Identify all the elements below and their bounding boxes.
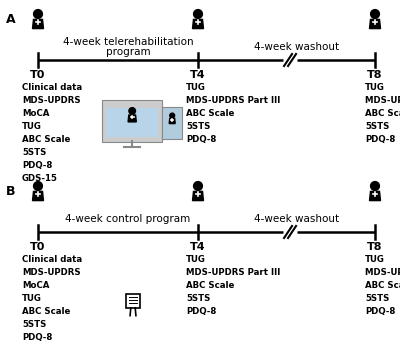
Text: TUG: TUG	[365, 255, 385, 264]
Text: TUG: TUG	[186, 255, 206, 264]
Text: ABC Scale: ABC Scale	[22, 135, 70, 144]
Text: 4-week telerehabilitation: 4-week telerehabilitation	[63, 37, 193, 47]
Text: PDQ-8: PDQ-8	[365, 307, 395, 316]
Text: MDS-UPDRS: MDS-UPDRS	[22, 96, 81, 105]
Circle shape	[194, 182, 202, 190]
Text: PDQ-8: PDQ-8	[365, 135, 395, 144]
FancyBboxPatch shape	[102, 100, 162, 142]
Polygon shape	[32, 19, 44, 29]
Text: MDS-UPDRS Part III: MDS-UPDRS Part III	[365, 268, 400, 277]
Text: ABC Scale: ABC Scale	[186, 281, 234, 290]
Circle shape	[371, 182, 379, 190]
Text: B: B	[6, 185, 16, 198]
Text: 5STS: 5STS	[22, 320, 46, 329]
Text: 5STS: 5STS	[22, 148, 46, 157]
Polygon shape	[370, 19, 380, 29]
Text: MDS-UPDRS Part III: MDS-UPDRS Part III	[365, 96, 400, 105]
Text: 5STS: 5STS	[365, 122, 389, 131]
Circle shape	[34, 182, 42, 190]
Text: T0: T0	[30, 242, 46, 252]
Text: PDQ-8: PDQ-8	[186, 135, 216, 144]
Bar	[106, 108, 158, 137]
Text: MoCA: MoCA	[22, 281, 49, 290]
Text: T4: T4	[190, 70, 206, 80]
Polygon shape	[128, 115, 136, 122]
Text: 5STS: 5STS	[365, 294, 389, 303]
Text: ABC Scale: ABC Scale	[365, 109, 400, 118]
Text: Clinical data: Clinical data	[22, 83, 82, 92]
Circle shape	[129, 108, 136, 114]
Text: 5STS: 5STS	[186, 122, 210, 131]
Text: T8: T8	[367, 70, 383, 80]
Text: MoCA: MoCA	[22, 109, 49, 118]
Text: 5STS: 5STS	[186, 294, 210, 303]
Text: T0: T0	[30, 70, 46, 80]
Text: GDS-15: GDS-15	[22, 174, 58, 183]
Circle shape	[194, 10, 202, 18]
Text: TUG: TUG	[22, 294, 42, 303]
Text: T8: T8	[367, 242, 383, 252]
Circle shape	[34, 10, 42, 18]
Text: program: program	[106, 47, 150, 57]
Text: Clinical data: Clinical data	[22, 255, 82, 264]
Circle shape	[371, 10, 379, 18]
Text: 4-week washout: 4-week washout	[254, 42, 339, 52]
Text: PDQ-8: PDQ-8	[22, 333, 52, 342]
Text: A: A	[6, 13, 16, 26]
Bar	[126, 294, 140, 308]
Text: ABC Scale: ABC Scale	[186, 109, 234, 118]
Text: TUG: TUG	[365, 83, 385, 92]
Text: MDS-UPDRS: MDS-UPDRS	[22, 268, 81, 277]
Text: MDS-UPDRS Part III: MDS-UPDRS Part III	[186, 268, 280, 277]
Text: MDS-UPDRS Part III: MDS-UPDRS Part III	[186, 96, 280, 105]
Text: ABC Scale: ABC Scale	[22, 307, 70, 316]
Text: PDQ-8: PDQ-8	[22, 161, 52, 170]
Text: 4-week control program: 4-week control program	[65, 214, 191, 224]
Circle shape	[170, 113, 175, 118]
Polygon shape	[32, 191, 44, 201]
Text: T4: T4	[190, 242, 206, 252]
Polygon shape	[192, 19, 204, 29]
FancyBboxPatch shape	[162, 107, 182, 139]
Polygon shape	[192, 191, 204, 201]
Polygon shape	[169, 119, 175, 123]
Text: TUG: TUG	[22, 122, 42, 131]
Text: 4-week washout: 4-week washout	[254, 214, 339, 224]
Text: ABC Scale: ABC Scale	[365, 281, 400, 290]
Text: TUG: TUG	[186, 83, 206, 92]
Text: PDQ-8: PDQ-8	[186, 307, 216, 316]
Polygon shape	[370, 191, 380, 201]
